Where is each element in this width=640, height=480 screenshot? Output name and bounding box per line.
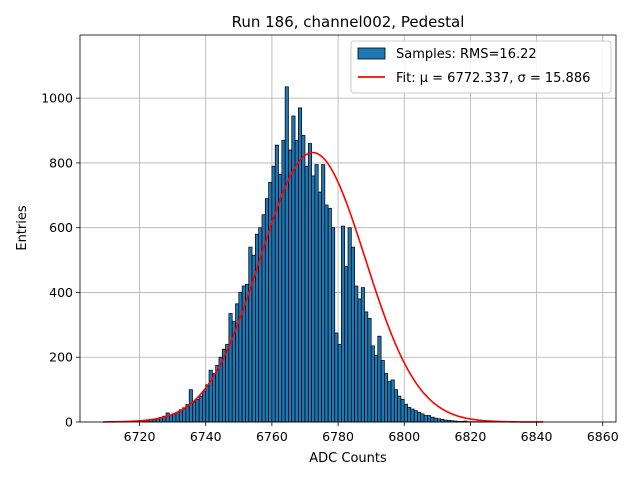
- legend-hist-label: Samples: RMS=16.22: [396, 47, 537, 62]
- histogram-bar: [192, 401, 197, 423]
- histogram-bar: [198, 395, 203, 423]
- histogram-bar: [350, 246, 355, 423]
- legend-box: [350, 40, 612, 94]
- histogram-bar: [324, 204, 329, 423]
- histogram-bar: [337, 343, 342, 423]
- legend-hist-swatch: [357, 47, 386, 60]
- histogram-bar: [245, 284, 250, 423]
- histogram-bar: [354, 285, 359, 423]
- histogram-bar: [205, 384, 210, 423]
- histogram-bar: [427, 415, 432, 423]
- x-axis-label: ADC Counts: [309, 451, 387, 466]
- histogram-bar: [288, 149, 293, 423]
- x-tick-label: 6760: [256, 429, 288, 444]
- histogram-bar: [410, 408, 415, 423]
- histogram-bar: [347, 227, 352, 423]
- histogram-bar: [202, 390, 207, 423]
- y-tick-label: 800: [49, 155, 73, 170]
- histogram-bar: [430, 416, 435, 423]
- histogram-bar: [423, 415, 428, 423]
- y-axis-label: Entries: [15, 205, 30, 251]
- y-tick-label: 0: [65, 415, 73, 430]
- x-axis-ticks: 6720 6740 6760 6780 6800 6820 6840 6860: [124, 422, 619, 444]
- histogram-bar: [397, 395, 402, 423]
- histogram-bar: [228, 313, 233, 423]
- chart-title: Run 186, channel002, Pedestal: [232, 13, 465, 31]
- histogram-bar: [357, 298, 362, 423]
- histogram-bar: [370, 345, 375, 423]
- histogram-bar: [321, 164, 326, 423]
- histogram-bar: [367, 318, 372, 423]
- histogram-bar: [298, 107, 303, 423]
- x-tick-label: 6780: [322, 429, 354, 444]
- histogram-bar: [331, 227, 336, 423]
- y-tick-label: 1000: [41, 91, 73, 106]
- histogram-bar: [327, 207, 332, 423]
- legend: Samples: RMS=16.22 Fit: μ = 6772.337, σ …: [350, 40, 612, 94]
- histogram-bar: [387, 381, 392, 423]
- histogram-bar: [175, 411, 180, 423]
- histogram-bar: [403, 403, 408, 423]
- histogram-bar: [384, 373, 389, 423]
- histogram-bar: [304, 165, 309, 423]
- histogram-bar: [334, 332, 339, 423]
- histogram-bar: [248, 246, 253, 423]
- histogram-bars: [142, 86, 508, 423]
- histogram-bar: [294, 139, 299, 423]
- histogram-bar: [301, 135, 306, 423]
- histogram-bar: [225, 343, 230, 423]
- histogram-bar: [433, 417, 438, 423]
- histogram-bar: [311, 175, 316, 423]
- x-tick-label: 6740: [190, 429, 222, 444]
- histogram-bar: [271, 165, 276, 423]
- histogram-bar: [420, 413, 425, 423]
- histogram-bar: [413, 410, 418, 423]
- histogram-bar: [344, 266, 349, 423]
- histogram-bar: [165, 412, 170, 423]
- y-axis-ticks: 0 200 400 600 800 1000: [41, 91, 80, 430]
- histogram-bar: [195, 398, 200, 423]
- x-tick-label: 6800: [388, 429, 420, 444]
- x-tick-label: 6720: [124, 429, 156, 444]
- histogram-bar: [291, 115, 296, 423]
- fit-curve: [103, 151, 544, 423]
- histogram-bar: [436, 418, 441, 423]
- y-tick-label: 400: [49, 285, 73, 300]
- histogram-bar: [390, 379, 395, 423]
- histogram-bar: [268, 182, 273, 423]
- histogram-bar: [274, 144, 279, 423]
- plot-frame: [79, 34, 617, 423]
- histogram-bar: [211, 373, 217, 423]
- histogram-bar: [284, 86, 289, 423]
- histogram-bar: [393, 389, 398, 423]
- histogram-bar: [407, 407, 412, 423]
- y-tick-label: 200: [49, 350, 73, 365]
- legend-fit-label: Fit: μ = 6772.337, σ = 15.886: [396, 71, 590, 86]
- histogram-bar: [377, 335, 382, 423]
- histogram-bar: [317, 191, 322, 423]
- x-tick-label: 6820: [455, 429, 487, 444]
- histogram-bar: [307, 143, 312, 423]
- y-tick-label: 600: [49, 220, 73, 235]
- x-tick-label: 6860: [587, 429, 619, 444]
- histogram-bar: [278, 173, 283, 423]
- histogram-bar: [380, 360, 385, 423]
- histogram-bar: [374, 355, 379, 423]
- histogram-bar: [360, 287, 365, 423]
- histogram-bar: [215, 364, 220, 423]
- histogram-bar: [188, 389, 193, 423]
- histogram-bar: [341, 225, 346, 423]
- x-tick-label: 6840: [521, 429, 553, 444]
- histogram-bar: [314, 164, 319, 423]
- histogram-bar: [281, 139, 286, 423]
- histogram-bar: [417, 411, 422, 423]
- histogram-bar: [400, 398, 405, 423]
- histogram-bar: [364, 311, 369, 423]
